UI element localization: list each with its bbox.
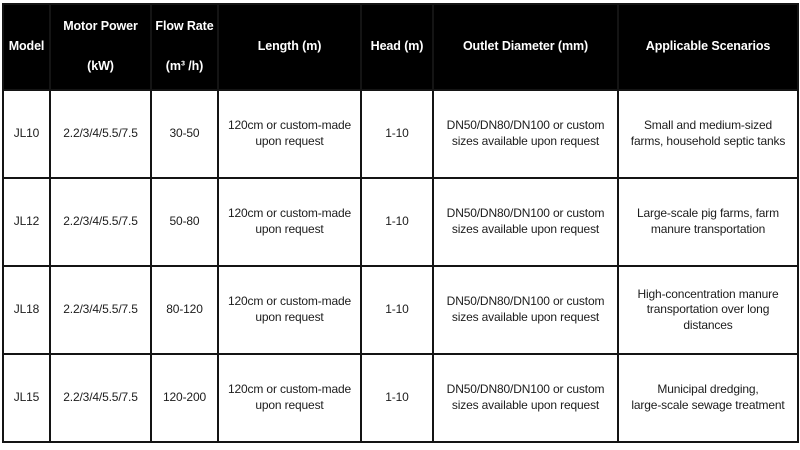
cell-outlet-diameter: DN50/DN80/DN100 or custom sizes availabl…	[432, 177, 619, 267]
cell-flow-rate: 120-200	[150, 353, 219, 443]
cell-scenarios: Small and medium-sized farms, household …	[617, 89, 799, 179]
cell-head: 1-10	[360, 89, 434, 179]
cell-head: 1-10	[360, 353, 434, 443]
header-row: Model Motor Power (kW) Flow Rate (m³ /h)	[2, 3, 799, 91]
table-header: Model Motor Power (kW) Flow Rate (m³ /h)	[2, 3, 799, 91]
cell-motor-power: 2.2/3/4/5.5/7.5	[49, 177, 152, 267]
cell-model: JL18	[2, 265, 51, 355]
cell-scenarios: Large-scale pig farms, farm manure trans…	[617, 177, 799, 267]
column-header-label: Flow Rate	[155, 19, 214, 34]
table-row: JL15 2.2/3/4/5.5/7.5 120-200 120cm or cu…	[2, 353, 799, 443]
cell-motor-power: 2.2/3/4/5.5/7.5	[49, 89, 152, 179]
cell-length: 120cm or custom-made upon request	[217, 353, 362, 443]
cell-flow-rate: 50-80	[150, 177, 219, 267]
table-row: JL18 2.2/3/4/5.5/7.5 80-120 120cm or cus…	[2, 265, 799, 355]
cell-model: JL15	[2, 353, 51, 443]
cell-model: JL12	[2, 177, 51, 267]
table-row: JL12 2.2/3/4/5.5/7.5 50-80 120cm or cust…	[2, 177, 799, 267]
cell-head: 1-10	[360, 265, 434, 355]
column-header-unit: (m³ /h)	[165, 59, 204, 73]
cell-motor-power: 2.2/3/4/5.5/7.5	[49, 265, 152, 355]
cell-model: JL10	[2, 89, 51, 179]
cell-head: 1-10	[360, 177, 434, 267]
table-body: JL10 2.2/3/4/5.5/7.5 30-50 120cm or cust…	[2, 89, 799, 443]
cell-length: 120cm or custom-made upon request	[217, 265, 362, 355]
cell-flow-rate: 80-120	[150, 265, 219, 355]
product-spec-table: Model Motor Power (kW) Flow Rate (m³ /h)	[2, 3, 799, 443]
cell-scenarios: Municipal dredging, large-scale sewage t…	[617, 353, 799, 443]
cell-flow-rate: 30-50	[150, 89, 219, 179]
column-header-label: Model	[8, 39, 45, 54]
cell-outlet-diameter: DN50/DN80/DN100 or custom sizes availabl…	[432, 89, 619, 179]
cell-length: 120cm or custom-made upon request	[217, 177, 362, 267]
column-header-applicable-scenarios: Applicable Scenarios	[617, 3, 799, 91]
cell-outlet-diameter: DN50/DN80/DN100 or custom sizes availabl…	[432, 353, 619, 443]
cell-motor-power: 2.2/3/4/5.5/7.5	[49, 353, 152, 443]
table-row: JL10 2.2/3/4/5.5/7.5 30-50 120cm or cust…	[2, 89, 799, 179]
column-header-motor-power: Motor Power (kW)	[49, 3, 152, 91]
cell-outlet-diameter: DN50/DN80/DN100 or custom sizes availabl…	[432, 265, 619, 355]
cell-length: 120cm or custom-made upon request	[217, 89, 362, 179]
column-header-head: Head (m)	[360, 3, 434, 91]
column-header-length: Length (m)	[217, 3, 362, 91]
product-spec-table-wrapper: Model Motor Power (kW) Flow Rate (m³ /h)	[2, 3, 799, 443]
column-header-label: Motor Power	[63, 19, 138, 34]
column-header-outlet-diameter: Outlet Diameter (mm)	[432, 3, 619, 91]
column-header-label: Applicable Scenarios	[645, 39, 771, 54]
column-header-label: Length (m)	[257, 39, 322, 54]
column-header-flow-rate: Flow Rate (m³ /h)	[150, 3, 219, 91]
cell-scenarios: High-concentration manure transportation…	[617, 265, 799, 355]
column-header-unit: (kW)	[87, 59, 114, 73]
column-header-label: Outlet Diameter (mm)	[462, 39, 589, 54]
column-header-model: Model	[2, 3, 51, 91]
column-header-label: Head (m)	[370, 39, 424, 54]
